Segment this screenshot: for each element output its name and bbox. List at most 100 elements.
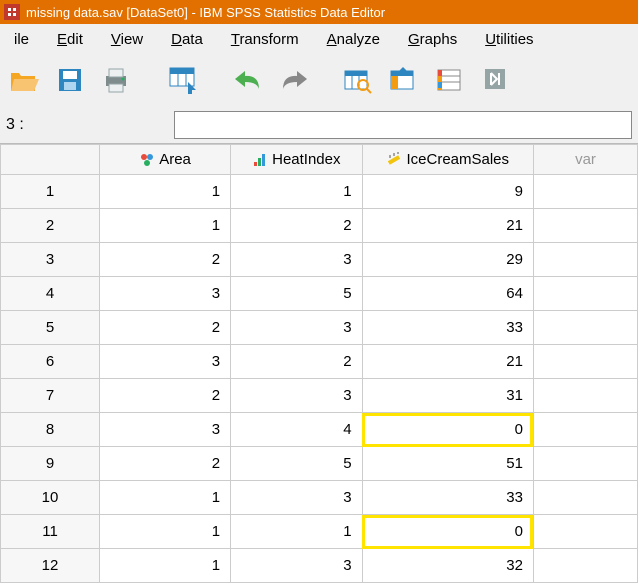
data-cell[interactable]: 2: [231, 345, 362, 379]
row-header[interactable]: 5: [1, 311, 100, 345]
empty-cell[interactable]: [533, 345, 637, 379]
redo-icon[interactable]: [276, 62, 312, 98]
data-cell[interactable]: 2: [100, 243, 231, 277]
data-cell[interactable]: 21: [362, 209, 533, 243]
menu-data[interactable]: Data: [157, 31, 217, 48]
empty-cell[interactable]: [533, 413, 637, 447]
data-cell[interactable]: 1: [100, 175, 231, 209]
menu-file[interactable]: ile: [0, 31, 43, 48]
data-cell[interactable]: 64: [362, 277, 533, 311]
nominal-icon: [139, 152, 155, 168]
row-header[interactable]: 6: [1, 345, 100, 379]
data-cell[interactable]: 1: [231, 515, 362, 549]
row-header[interactable]: 8: [1, 413, 100, 447]
row-header[interactable]: 11: [1, 515, 100, 549]
data-cell[interactable]: 5: [231, 447, 362, 481]
empty-cell[interactable]: [533, 515, 637, 549]
data-cell[interactable]: 1: [231, 175, 362, 209]
data-cell[interactable]: 1: [100, 481, 231, 515]
data-cell[interactable]: 33: [362, 481, 533, 515]
row-header[interactable]: 9: [1, 447, 100, 481]
row-header[interactable]: 1: [1, 175, 100, 209]
data-cell[interactable]: 3: [231, 549, 362, 583]
row-header[interactable]: 12: [1, 549, 100, 583]
data-cell[interactable]: 1: [100, 209, 231, 243]
row-header[interactable]: 3: [1, 243, 100, 277]
empty-cell[interactable]: [533, 447, 637, 481]
goto-input[interactable]: [174, 111, 632, 139]
data-cell[interactable]: 2: [231, 209, 362, 243]
row-header[interactable]: 2: [1, 209, 100, 243]
column-header-icecreamsales[interactable]: IceCreamSales: [362, 145, 533, 175]
menu-transform[interactable]: Transform: [217, 31, 313, 48]
data-cell[interactable]: 5: [231, 277, 362, 311]
table-row: 11110: [1, 515, 638, 549]
ordinal-icon: [252, 152, 268, 168]
table-row: 1119: [1, 175, 638, 209]
column-header-heatindex[interactable]: HeatIndex: [231, 145, 362, 175]
data-cell[interactable]: 1: [100, 549, 231, 583]
data-cell[interactable]: 0: [362, 515, 533, 549]
data-cell[interactable]: 3: [231, 379, 362, 413]
empty-cell[interactable]: [533, 549, 637, 583]
empty-cell[interactable]: [533, 311, 637, 345]
window-titlebar: missing data.sav [DataSet0] - IBM SPSS S…: [0, 0, 638, 24]
data-cell[interactable]: 33: [362, 311, 533, 345]
table-icon[interactable]: [166, 62, 202, 98]
data-cell[interactable]: 51: [362, 447, 533, 481]
data-cell[interactable]: 2: [100, 379, 231, 413]
variables-icon[interactable]: [432, 62, 468, 98]
data-grid: Area HeatIndex IceCreamSales var 1119212…: [0, 144, 638, 583]
table-row: 121332: [1, 549, 638, 583]
data-cell[interactable]: 29: [362, 243, 533, 277]
column-header-empty[interactable]: var: [533, 145, 637, 175]
empty-cell[interactable]: [533, 379, 637, 413]
print-icon[interactable]: [98, 62, 134, 98]
goto-case-icon[interactable]: [340, 62, 376, 98]
table-row: 8340: [1, 413, 638, 447]
data-cell[interactable]: 1: [100, 515, 231, 549]
menu-view[interactable]: View: [97, 31, 157, 48]
row-header[interactable]: 4: [1, 277, 100, 311]
data-cell[interactable]: 31: [362, 379, 533, 413]
row-header[interactable]: 10: [1, 481, 100, 515]
grid-corner: [1, 145, 100, 175]
empty-cell[interactable]: [533, 243, 637, 277]
menu-graphs[interactable]: Graphs: [394, 31, 471, 48]
data-cell[interactable]: 2: [100, 311, 231, 345]
empty-cell[interactable]: [533, 209, 637, 243]
menu-edit[interactable]: Edit: [43, 31, 97, 48]
table-row: 32329: [1, 243, 638, 277]
open-icon[interactable]: [6, 62, 42, 98]
empty-cell[interactable]: [533, 481, 637, 515]
table-row: 21221: [1, 209, 638, 243]
data-cell[interactable]: 3: [100, 345, 231, 379]
goto-variable-icon[interactable]: [386, 62, 422, 98]
menu-analyze[interactable]: Analyze: [313, 31, 394, 48]
row-header[interactable]: 7: [1, 379, 100, 413]
data-cell[interactable]: 4: [231, 413, 362, 447]
empty-cell[interactable]: [533, 277, 637, 311]
table-row: 43564: [1, 277, 638, 311]
table-row: 92551: [1, 447, 638, 481]
save-icon[interactable]: [52, 62, 88, 98]
run-icon[interactable]: [478, 62, 514, 98]
data-cell[interactable]: 21: [362, 345, 533, 379]
data-cell[interactable]: 2: [100, 447, 231, 481]
scale-icon: [386, 152, 402, 168]
data-cell[interactable]: 3: [231, 481, 362, 515]
data-cell[interactable]: 3: [100, 413, 231, 447]
column-header-area[interactable]: Area: [100, 145, 231, 175]
data-cell[interactable]: 3: [231, 243, 362, 277]
data-cell[interactable]: 9: [362, 175, 533, 209]
menu-utilities[interactable]: Utilities: [471, 31, 547, 48]
menubar: ile Edit View Data Transform Analyze Gra…: [0, 24, 638, 54]
data-cell[interactable]: 32: [362, 549, 533, 583]
empty-cell[interactable]: [533, 175, 637, 209]
data-cell[interactable]: 0: [362, 413, 533, 447]
table-row: 63221: [1, 345, 638, 379]
data-cell[interactable]: 3: [231, 311, 362, 345]
toolbar: [0, 54, 638, 106]
undo-icon[interactable]: [230, 62, 266, 98]
data-cell[interactable]: 3: [100, 277, 231, 311]
